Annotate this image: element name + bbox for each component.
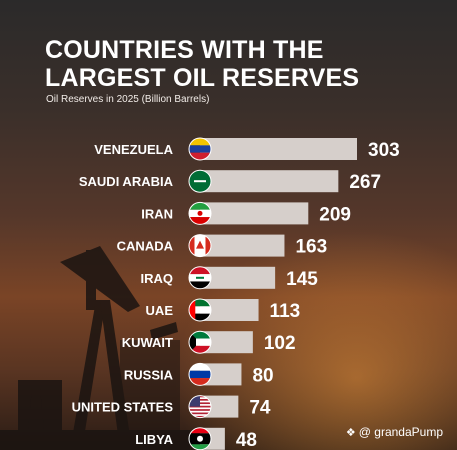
libya-flag-icon-part — [189, 427, 211, 434]
iraq-flag-icon — [188, 266, 212, 290]
category-label-saudi-arabia: SAUDI ARABIA — [79, 174, 174, 189]
uae-flag-icon-part — [189, 299, 211, 307]
iran-flag-icon-part — [197, 210, 203, 216]
chart-title: COUNTRIES WITH THE LARGEST OIL RESERVES — [45, 36, 405, 92]
uae-flag-icon-ring — [188, 298, 212, 322]
russia-flag-icon-fill — [189, 363, 211, 386]
united-states-flag-icon-ring — [188, 395, 212, 419]
bar-canada — [200, 234, 285, 257]
data-label-iraq: 145 — [286, 269, 318, 290]
iraq-flag-icon-part — [189, 281, 211, 289]
uae-flag-icon-part — [189, 313, 211, 321]
russia-flag-icon — [188, 362, 212, 386]
libya-flag-icon-part — [189, 444, 211, 450]
data-label-uae: 113 — [270, 301, 301, 322]
bar-saudi-arabia — [200, 170, 339, 193]
data-label-kuwait: 102 — [264, 333, 296, 354]
watermark: ❖ @ grandaPump — [346, 425, 443, 439]
canada-flag-icon-fill — [189, 234, 211, 257]
bar-iraq — [200, 266, 276, 289]
kuwait-flag-icon-part — [189, 331, 211, 339]
category-label-venezuela: VENEZUELA — [94, 142, 173, 157]
data-label-canada: 163 — [295, 237, 327, 258]
data-label-russia: 80 — [252, 365, 273, 386]
iran-flag-icon-ring — [188, 201, 212, 225]
venezuela-flag-icon-part — [189, 145, 211, 153]
saudi-arabia-flag-icon — [188, 169, 212, 193]
category-label-libya: LIBYA — [135, 432, 173, 447]
chart-title-line-2: LARGEST OIL RESERVES — [45, 64, 360, 92]
united-states-flag-icon-part — [189, 409, 211, 411]
russia-flag-icon-ring — [188, 362, 212, 386]
kuwait-flag-icon — [188, 330, 212, 354]
venezuela-flag-icon-part — [189, 152, 211, 160]
venezuela-flag-icon-ring — [188, 137, 212, 161]
russia-flag-icon-part — [189, 363, 211, 371]
iran-flag-icon-part — [189, 217, 211, 225]
saudi-arabia-flag-icon-part — [194, 180, 206, 183]
bar-kuwait — [200, 331, 253, 354]
kuwait-flag-icon-part — [189, 345, 211, 354]
venezuela-flag-icon-part — [189, 138, 211, 146]
canada-flag-icon-ring — [188, 234, 212, 258]
data-label-united-states: 74 — [249, 398, 271, 419]
uae-flag-icon-part — [189, 306, 211, 314]
canada-flag-icon — [188, 234, 212, 258]
data-label-saudi-arabia: 267 — [349, 172, 381, 193]
venezuela-flag-icon — [188, 137, 212, 161]
united-states-flag-icon — [188, 395, 212, 419]
russia-flag-icon-part — [189, 378, 211, 386]
libya-flag-icon — [188, 427, 212, 450]
uae-flag-icon — [188, 298, 212, 322]
iraq-flag-icon-ring — [188, 266, 212, 290]
data-label-venezuela: 303 — [368, 140, 400, 161]
united-states-flag-icon-part — [189, 415, 211, 418]
canada-flag-icon-part — [205, 234, 211, 257]
libya-flag-icon-part — [197, 435, 203, 442]
iran-flag-icon-fill — [189, 202, 211, 225]
chart-title-line-1: COUNTRIES WITH THE — [45, 36, 324, 64]
watermark-text: @ grandaPump — [358, 425, 443, 439]
russia-flag-icon-part — [189, 370, 211, 379]
data-label-libya: 48 — [236, 430, 257, 450]
kuwait-flag-icon-ring — [188, 330, 212, 354]
category-label-iran: IRAN — [141, 206, 173, 221]
united-states-flag-icon-part — [189, 412, 211, 415]
uae-flag-icon-part — [189, 299, 196, 321]
diamond-logo-icon: ❖ — [345, 426, 356, 439]
category-label-uae: UAE — [146, 303, 174, 318]
uae-flag-icon-fill — [189, 299, 211, 321]
united-states-flag-icon-fill — [189, 395, 211, 418]
canada-flag-icon-part — [196, 240, 204, 249]
category-label-russia: RUSSIA — [124, 367, 174, 382]
category-label-canada: CANADA — [117, 239, 174, 254]
saudi-arabia-flag-icon-ring — [188, 169, 212, 193]
bar-uae — [200, 299, 259, 321]
iraq-flag-icon-part — [196, 276, 204, 279]
libya-flag-icon-fill — [189, 427, 211, 450]
canada-flag-icon-part — [189, 234, 195, 257]
bar-iran — [200, 202, 309, 225]
iran-flag-icon — [188, 201, 212, 225]
saudi-arabia-flag-icon-fill — [189, 170, 211, 193]
chart-subtitle: Oil Reserves in 2025 (Billion Barrels) — [46, 94, 210, 105]
category-label-iraq: IRAQ — [141, 271, 174, 286]
category-label-united-states: UNITED STATES — [72, 400, 174, 415]
bar-russia — [200, 363, 242, 386]
bar-venezuela — [200, 138, 357, 160]
data-label-iran: 209 — [319, 204, 351, 225]
united-states-flag-icon-part — [189, 395, 200, 407]
category-label-kuwait: KUWAIT — [122, 335, 173, 350]
iraq-flag-icon-part — [189, 266, 211, 275]
kuwait-flag-icon-part — [189, 338, 211, 346]
iran-flag-icon-part — [189, 202, 211, 210]
iraq-flag-icon-fill — [189, 266, 211, 289]
venezuela-flag-icon-fill — [189, 138, 211, 160]
